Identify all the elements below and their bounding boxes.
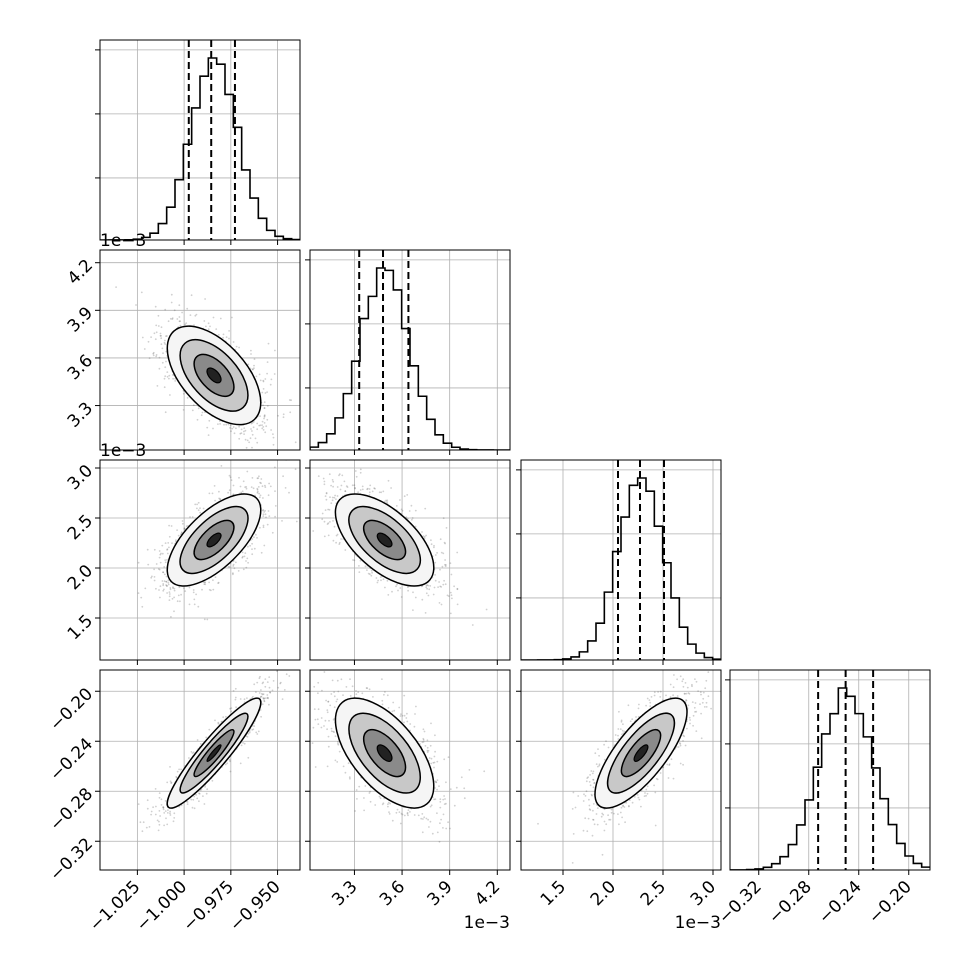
gridlines (730, 670, 930, 870)
y-tick-label: 3.6 (64, 351, 97, 384)
panel-3-1: 3.3 3.6 3.9 4.2 1e−3 (305, 669, 511, 933)
y-tick-label: 3.3 (64, 398, 97, 431)
panel-1-0: 3.3 3.6 3.9 4.21e−3 (64, 231, 301, 455)
x-tick-label: 2.5 (637, 877, 670, 910)
y-offset-label: 1e−3 (100, 231, 146, 251)
y-tick-label: −0.24 (46, 734, 97, 785)
panel-frame (99, 39, 301, 241)
gridlines (100, 40, 300, 240)
density-peak (633, 744, 649, 762)
density-peak (376, 744, 393, 762)
gridlines (521, 460, 721, 660)
y-tick-label: 3.0 (64, 461, 97, 494)
panel-frame (520, 669, 722, 871)
x-tick-label: 3.3 (328, 877, 361, 910)
panel-frame (309, 459, 511, 661)
density-peak (206, 744, 222, 762)
x-tick-label: −0.20 (865, 877, 916, 928)
density-peak (206, 367, 222, 384)
panel-2-0: 1.5 2.0 2.5 3.01e−3 (64, 441, 301, 665)
x-offset-label: 1e−3 (675, 913, 721, 933)
x-tick-label: 1.5 (537, 877, 570, 910)
panel-3-2: 1.5 2.0 2.5 3.0 1e−3 (516, 669, 722, 933)
panel-3-0: −1.025−1.000−0.975−0.950 −0.32−0.28−0.24−… (46, 669, 301, 936)
panel-1-1 (305, 249, 511, 455)
histogram-step (521, 477, 721, 660)
panel-frame (309, 249, 511, 451)
x-tick-label: 3.0 (687, 877, 720, 910)
x-offset-label: 1e−3 (464, 913, 510, 933)
x-tick-label: 2.0 (587, 877, 620, 910)
density-peak (376, 532, 393, 548)
panel-frame (99, 249, 301, 451)
x-tick-label: −1.025 (86, 877, 145, 936)
y-tick-label: 2.5 (64, 511, 97, 544)
x-tick-label: 4.2 (471, 877, 504, 910)
x-tick-label: 3.9 (423, 877, 456, 910)
y-tick-label: −0.20 (46, 684, 97, 735)
panel-0-0 (95, 39, 301, 245)
panel-frame (99, 669, 301, 871)
x-tick-label: −0.32 (715, 877, 766, 928)
panel-frame (309, 669, 511, 871)
x-tick-label: −0.950 (226, 877, 285, 936)
y-offset-label: 1e−3 (100, 441, 146, 461)
panel-frame (729, 669, 931, 871)
gridlines (310, 250, 510, 450)
y-tick-label: 1.5 (64, 611, 97, 644)
panel-2-2 (516, 459, 722, 665)
panel-frame (520, 459, 722, 661)
y-tick-label: 2.0 (64, 561, 97, 594)
histogram-step (310, 267, 510, 450)
y-tick-label: 3.9 (64, 303, 97, 336)
histogram-step (100, 57, 300, 240)
panel-3-3: −0.32 −0.28 −0.24 −0.20 (715, 669, 931, 928)
gridlines (100, 670, 300, 870)
density-peak (206, 532, 222, 548)
panel-2-1 (305, 459, 511, 665)
x-tick-label: 3.6 (376, 877, 409, 910)
histogram-step (730, 687, 930, 870)
x-tick-label: −0.24 (815, 877, 866, 928)
panel-frame (99, 459, 301, 661)
x-tick-label: −1.000 (133, 877, 192, 936)
y-tick-label: −0.32 (46, 834, 97, 885)
y-tick-label: 4.2 (64, 256, 97, 289)
y-tick-label: −0.28 (46, 784, 97, 835)
x-tick-label: −0.28 (765, 877, 816, 928)
x-tick-label: −0.975 (179, 877, 238, 936)
